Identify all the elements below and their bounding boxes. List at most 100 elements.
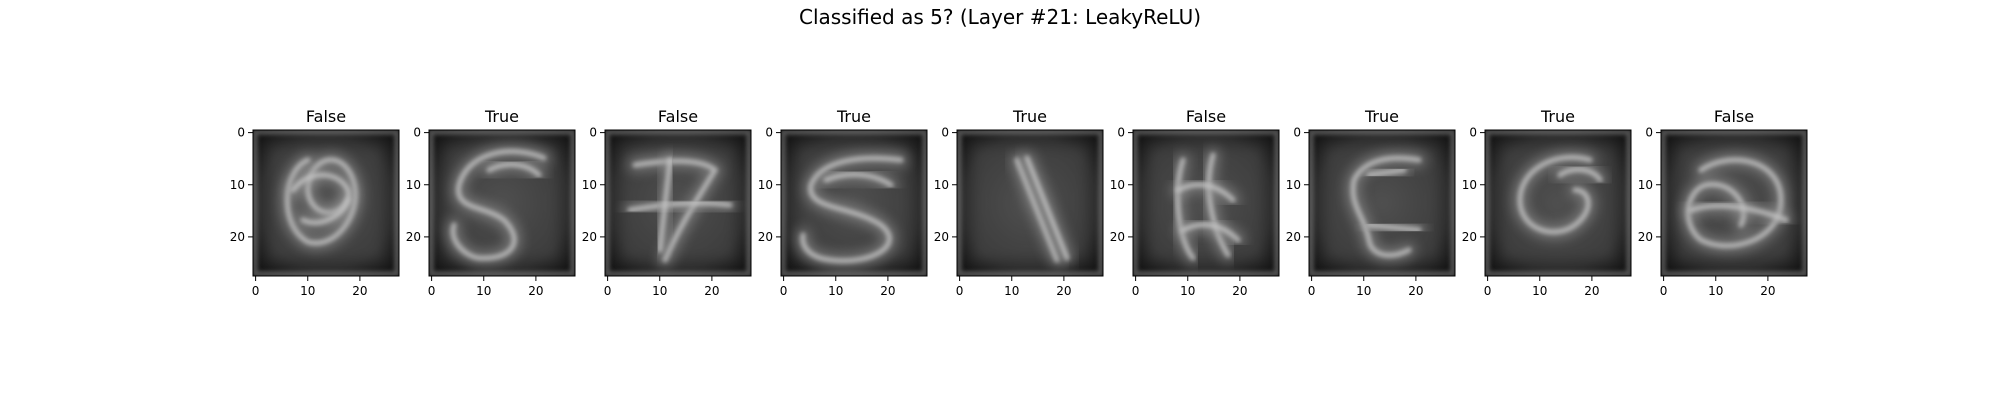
stroke-core (1024, 155, 1070, 261)
y-tick-label: 10 (1286, 178, 1301, 192)
y-tick-label: 10 (934, 178, 949, 192)
y-tick-label: 20 (1286, 230, 1301, 244)
subplot-title: True (484, 107, 519, 126)
subplot-panel: False 0 10 20 0 10 20 (1110, 107, 1280, 298)
stroke-core (1517, 154, 1593, 235)
subplot-title: False (1714, 107, 1754, 126)
x-tick-label: 10 (652, 284, 667, 298)
axes-frame (1660, 129, 1808, 277)
x-tick-label: 0 (780, 284, 788, 298)
axes-frame (604, 129, 752, 277)
stroke-core (1366, 167, 1407, 178)
subplot-title: True (1364, 107, 1399, 126)
stroke-core (290, 172, 351, 226)
x-tick-label: 0 (956, 284, 964, 298)
y-tick-label: 0 (1293, 126, 1301, 140)
stroke-core (1206, 152, 1231, 258)
heatmap-rim (605, 130, 751, 276)
axes-frame (956, 129, 1104, 277)
subplot-panel: True 0 10 20 0 10 20 (758, 107, 928, 298)
axes-frame (780, 129, 928, 277)
heatmap-rim (1133, 130, 1279, 276)
subplot-title: True (836, 107, 871, 126)
stroke-core (1175, 182, 1236, 203)
stroke-core (1180, 222, 1241, 243)
x-tick-label: 20 (704, 284, 719, 298)
x-tick-label: 10 (1708, 284, 1723, 298)
subplot-grid: False 0 10 20 0 10 20 True 0 10 20 0 10 20 False 0 10 20 0… (230, 107, 1808, 298)
heatmap-image (1661, 130, 1807, 276)
stroke-core (486, 162, 542, 178)
stroke-core (657, 157, 673, 253)
x-tick-label: 0 (1484, 284, 1492, 298)
stroke-core (1175, 157, 1196, 261)
subplot-panel: False 0 10 20 0 10 20 (1638, 107, 1808, 298)
y-tick-label: 0 (941, 126, 949, 140)
x-tick-label: 20 (1408, 284, 1423, 298)
stroke-core (450, 149, 547, 261)
y-tick-label: 10 (1638, 178, 1653, 192)
y-tick-label: 20 (1638, 230, 1653, 244)
heatmap-rim (957, 130, 1103, 276)
axes-frame (252, 129, 400, 277)
x-tick-label: 20 (1584, 284, 1599, 298)
x-tick-label: 0 (1660, 284, 1668, 298)
x-tick-label: 10 (1356, 284, 1371, 298)
axes-frame (1308, 129, 1456, 277)
y-tick-label: 0 (589, 126, 597, 140)
x-tick-label: 20 (880, 284, 895, 298)
x-tick-label: 10 (476, 284, 491, 298)
stroke-core (823, 172, 894, 188)
y-tick-label: 10 (230, 178, 245, 192)
y-tick-label: 20 (758, 230, 773, 244)
subplot-panel: False 0 10 20 0 10 20 (582, 107, 752, 298)
x-tick-label: 0 (604, 284, 612, 298)
y-tick-label: 10 (582, 178, 597, 192)
stroke-core (1557, 167, 1603, 183)
subplot-panel: True 0 10 20 0 10 20 (1462, 107, 1632, 298)
stroke-core (1366, 222, 1422, 233)
y-tick-label: 0 (765, 126, 773, 140)
y-tick-label: 10 (1462, 178, 1477, 192)
axes-frame (428, 129, 576, 277)
subplot-title: True (1540, 107, 1575, 126)
subplot-title: False (306, 107, 346, 126)
x-tick-label: 20 (352, 284, 367, 298)
x-tick-label: 0 (1308, 284, 1316, 298)
x-tick-label: 10 (1180, 284, 1195, 298)
stroke-core (627, 200, 733, 213)
x-tick-label: 10 (300, 284, 315, 298)
subplot-panel: True 0 10 20 0 10 20 (406, 107, 576, 298)
x-tick-label: 0 (1132, 284, 1140, 298)
y-tick-label: 20 (1462, 230, 1477, 244)
y-tick-label: 20 (934, 230, 949, 244)
subplot-title: False (1186, 107, 1226, 126)
subplot-panel: True 0 10 20 0 10 20 (1286, 107, 1456, 298)
heatmap-image (1133, 130, 1279, 276)
y-tick-label: 0 (237, 126, 245, 140)
axes-frame (1132, 129, 1280, 277)
heatmap-rim (429, 130, 575, 276)
heatmap-image (1309, 130, 1455, 276)
heatmap-image (781, 130, 927, 276)
axes-frame (1484, 129, 1632, 277)
y-tick-label: 0 (1645, 126, 1653, 140)
y-tick-label: 10 (1110, 178, 1125, 192)
x-tick-label: 0 (252, 284, 260, 298)
heatmap-rim (1485, 130, 1631, 276)
subplot-panel: True 0 10 20 0 10 20 (934, 107, 1104, 298)
heatmap-rim (1309, 130, 1455, 276)
subplot-panel: False 0 10 20 0 10 20 (230, 107, 400, 298)
heatmap-image (957, 130, 1103, 276)
stroke-core (800, 155, 904, 264)
y-tick-label: 0 (1469, 126, 1477, 140)
y-tick-label: 0 (413, 126, 421, 140)
heatmap-rim (253, 130, 399, 276)
x-tick-label: 0 (428, 284, 436, 298)
stroke-core (1685, 157, 1784, 249)
heatmap-rim (781, 130, 927, 276)
heatmap-image (253, 130, 399, 276)
heatmap-image (1485, 130, 1631, 276)
y-tick-label: 20 (582, 230, 597, 244)
